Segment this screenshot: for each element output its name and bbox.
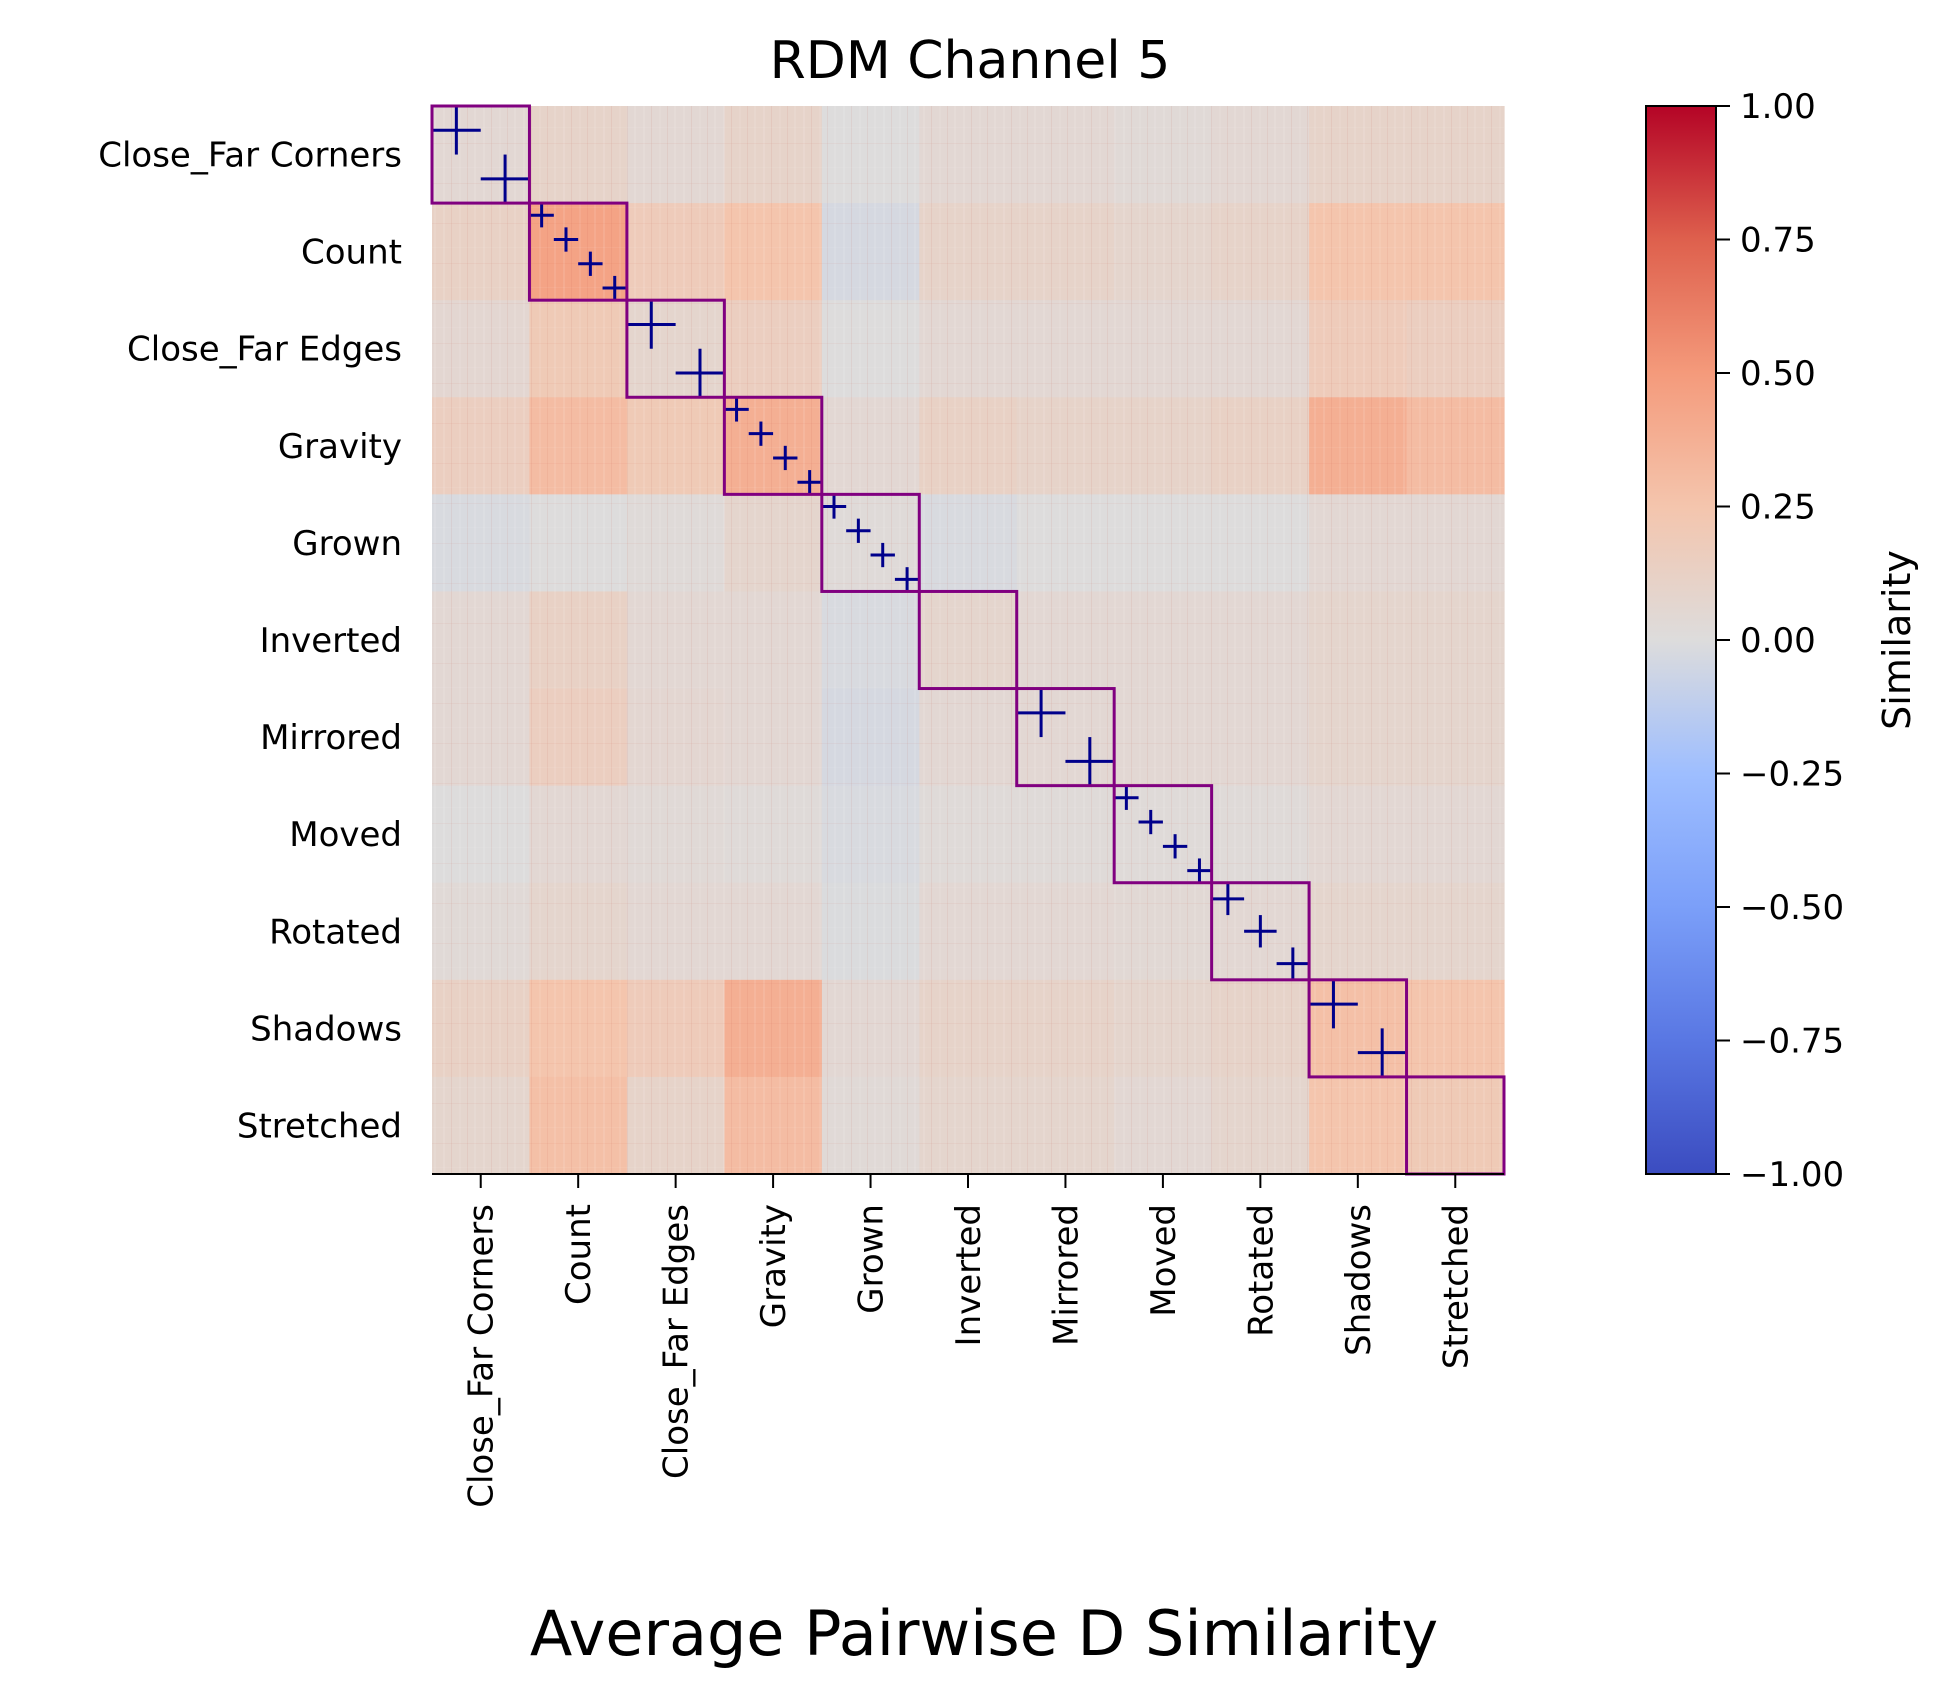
- colorbar-tick-label: −1.00: [1740, 1155, 1844, 1195]
- colorbar-tick-label: −0.25: [1740, 755, 1844, 795]
- colorbar-tick-label: 0.00: [1740, 621, 1816, 661]
- y-tick-label: Gravity: [278, 427, 402, 467]
- colorbar-tick-label: 0.25: [1740, 488, 1816, 528]
- colorbar-gradient: [1645, 105, 1717, 1175]
- colorbar-tick-label: 0.50: [1740, 354, 1816, 394]
- chart-title: RDM Channel 5: [770, 31, 1171, 91]
- block-outline-moved: [1112, 784, 1214, 885]
- block-outline-mirrored: [1015, 687, 1116, 788]
- colorbar-label: Similarity: [1875, 550, 1919, 730]
- y-tick-label: Close_Far Edges: [127, 330, 402, 370]
- heatmap-axes: [432, 1173, 1504, 1188]
- colorbar-tick-label: 1.00: [1740, 87, 1816, 127]
- block-outline-shadows: [1307, 978, 1409, 1079]
- y-tick-labels: Close_Far Corners Count Close_Far Edges Gra…: [98, 136, 402, 1147]
- x-axis-label: Average Pairwise D Similarity: [530, 1597, 1438, 1670]
- x-tick-labels: Close_Far Corners Count Close_Far Edges Gra…: [462, 1204, 1477, 1508]
- block-outlines: [430, 104, 1506, 1176]
- block-outline-close-far-corners: [430, 104, 531, 205]
- x-tick-label: Close_Far Edges: [657, 1204, 697, 1479]
- heatmap-texture: [432, 106, 1504, 1174]
- block-outline-close-far-edges: [625, 298, 726, 399]
- x-tick-label: Inverted: [949, 1204, 989, 1346]
- x-tick-label: Stretched: [1436, 1204, 1476, 1369]
- colorbar-tick-label: −0.50: [1740, 888, 1844, 928]
- x-tick-label: Mirrored: [1046, 1204, 1086, 1346]
- y-tick-label: Moved: [289, 815, 402, 855]
- colorbar-ticks: 1.00 0.75 0.50 0.25 0.00 −0.25 −0.50 −0.75 −1.00: [1716, 87, 1844, 1195]
- y-tick-label: Inverted: [260, 621, 402, 661]
- y-tick-label: Close_Far Corners: [98, 136, 402, 176]
- block-outline-inverted: [917, 589, 1019, 691]
- x-tick-label: Moved: [1144, 1204, 1184, 1317]
- block-outline-rotated: [1210, 881, 1311, 982]
- x-tick-label: Gravity: [754, 1204, 794, 1328]
- y-tick-label: Rotated: [269, 912, 402, 952]
- colorbar-tick-label: 0.75: [1740, 221, 1816, 261]
- x-tick-label: Rotated: [1241, 1204, 1281, 1337]
- y-tick-label: Stretched: [237, 1106, 402, 1146]
- x-tick-label: Count: [559, 1204, 599, 1305]
- block-outline-gravity: [722, 395, 824, 496]
- y-tick-label: Mirrored: [260, 718, 402, 758]
- colorbar-tick-label: −0.75: [1740, 1022, 1844, 1062]
- y-tick-label: Grown: [292, 524, 402, 564]
- y-tick-label: Shadows: [250, 1009, 402, 1049]
- block-outline-grown: [820, 492, 921, 593]
- x-tick-label: Grown: [852, 1204, 892, 1314]
- x-tick-label: Shadows: [1339, 1204, 1379, 1356]
- x-tick-label: Close_Far Corners: [462, 1204, 502, 1508]
- block-outline-count: [527, 201, 629, 302]
- y-tick-label: Count: [301, 233, 402, 273]
